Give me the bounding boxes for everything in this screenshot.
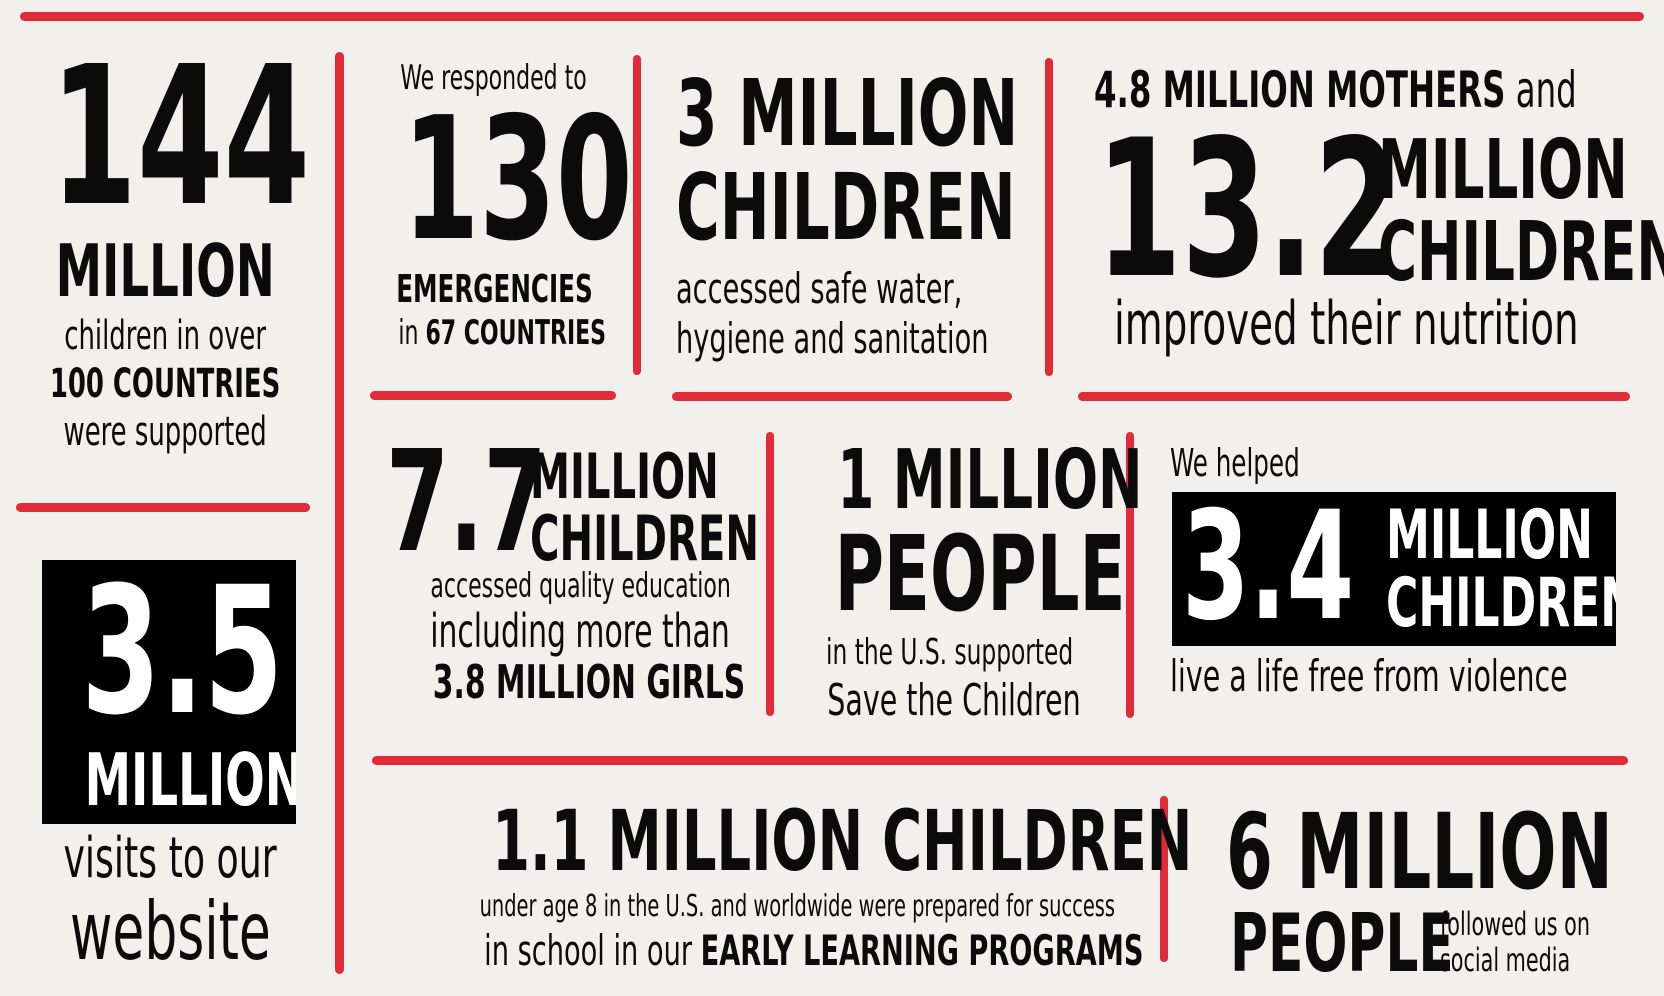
violence-intro: We helped [1170, 442, 1350, 484]
rule-v-education [766, 432, 774, 716]
social-caption: followed us on social media [1440, 906, 1648, 978]
violence-bottom: live a life free from violence [1170, 651, 1568, 702]
water-line3: accessed safe water, [676, 264, 963, 313]
nutrition-caption: improved their nutrition [1114, 292, 1664, 356]
nutrition-million: MILLION [1378, 123, 1628, 218]
rule-h-water [672, 392, 1012, 401]
social-side2: social media [1440, 941, 1571, 979]
social-side1: followed us on [1440, 905, 1590, 943]
stat-early-learning: 1.1 MILLION CHILDREN under age 8 in the … [356, 796, 1193, 976]
emergencies-number: 130 [402, 81, 633, 279]
stat-emergencies: We responded to 130 EMERGENCIES in 67 CO… [358, 58, 632, 354]
stat-35-line1: visits to our [63, 826, 277, 891]
education-line2: including more than [430, 604, 730, 658]
stat-35-number: 3.5 [81, 560, 284, 754]
people-line4: Save the Children [827, 675, 1081, 726]
violence-children: CHILDREN [1386, 564, 1616, 643]
stat-nutrition: 4.8 MILLION MOTHERS and [1094, 62, 1644, 118]
rule-v-water [1045, 58, 1053, 376]
stat-35-million: MILLION [84, 738, 296, 822]
stat-144-number: 144 [50, 26, 311, 249]
stat-water: 3 MILLION CHILDREN accessed safe water, … [676, 68, 1046, 364]
education-million: MILLION [530, 440, 719, 513]
violence-million: MILLION [1386, 496, 1594, 575]
education-line3: 3.8 MILLION GIRLS [432, 655, 746, 709]
social-line2: PEOPLE [1230, 904, 1541, 984]
early-learning-headline: 1.1 MILLION CHILDREN [492, 792, 1193, 890]
education-caption: accessed quality education including mor… [372, 566, 745, 708]
nutrition-bottom: improved their nutrition [1114, 289, 1579, 359]
people-line1: 1 MILLION [837, 433, 1143, 528]
people-line3: in the U.S. supported [826, 632, 1074, 673]
education-children: CHILDREN [530, 502, 759, 575]
nutrition-number: 13.2 [1096, 99, 1518, 320]
col1-divider [16, 503, 310, 512]
violence-box: 3.4 MILLION CHILDREN [1172, 492, 1616, 646]
emergencies-intro: We responded to [399, 58, 587, 98]
rule-h-bottom-section [372, 756, 1628, 765]
top-rule [20, 12, 1644, 21]
social-line2-text: PEOPLE [1230, 897, 1454, 990]
rule-h-emergencies [370, 391, 616, 400]
website-visits-caption: visits to our website [0, 828, 340, 974]
stat-people-us: 1 MILLION PEOPLE in the U.S. supported S… [778, 440, 1142, 726]
main-vertical-rule [335, 52, 344, 974]
nutrition-children: CHILDREN [1378, 205, 1664, 300]
rule-v-people [1126, 432, 1134, 718]
people-line2: PEOPLE [834, 513, 1126, 635]
stat-144-line3: were supported [63, 409, 267, 455]
stat-children-supported: 144 MILLION children in over 100 COUNTRI… [0, 42, 330, 456]
violence-caption: live a life free from violence [1170, 652, 1664, 702]
emergencies-countries: 67 COUNTRIES [425, 313, 607, 353]
rule-v-emergencies [633, 55, 641, 375]
early-learning-line1: under age 8 in the U.S. and worldwide we… [479, 889, 1116, 924]
rule-h-nutrition [1078, 392, 1630, 401]
early-learning-programs: EARLY LEARNING PROGRAMS [700, 926, 1144, 975]
early-learning-prefix: in school in our [484, 926, 701, 975]
violence-number: 3.4 [1182, 492, 1355, 646]
stat-144-line1: children in over [64, 313, 266, 359]
nutrition-number-text: 13.2 [1096, 99, 1400, 320]
education-number-text: 7.7 [386, 421, 547, 584]
nutrition-million-label: MILLION CHILDREN [1378, 130, 1664, 294]
stat-35-line2: website [69, 885, 271, 978]
education-line1: accessed quality education [430, 566, 731, 606]
water-line1: 3 MILLION [676, 60, 1019, 167]
stat-144-line2: 100 COUNTRIES [49, 361, 281, 407]
stat-144-million: MILLION [55, 229, 275, 313]
emergencies-label: EMERGENCIES [396, 267, 593, 311]
violence-intro-text: We helped [1170, 441, 1300, 485]
social-line1: 6 MILLION [1226, 800, 1664, 904]
water-line4: hygiene and sanitation [676, 314, 989, 363]
education-number: 7.7 [386, 421, 609, 584]
social-line1-text: 6 MILLION [1226, 791, 1613, 913]
website-visits-box: 3.5 MILLION [42, 560, 296, 824]
emergencies-countries-prefix: in [398, 313, 426, 353]
education-million-label: MILLION CHILDREN [530, 446, 848, 570]
rule-v-early-learning [1160, 796, 1168, 962]
water-line2: CHILDREN [676, 154, 1016, 261]
nutrition-mothers: 4.8 MILLION MOTHERS [1094, 61, 1506, 119]
nutrition-and: and [1505, 61, 1577, 119]
